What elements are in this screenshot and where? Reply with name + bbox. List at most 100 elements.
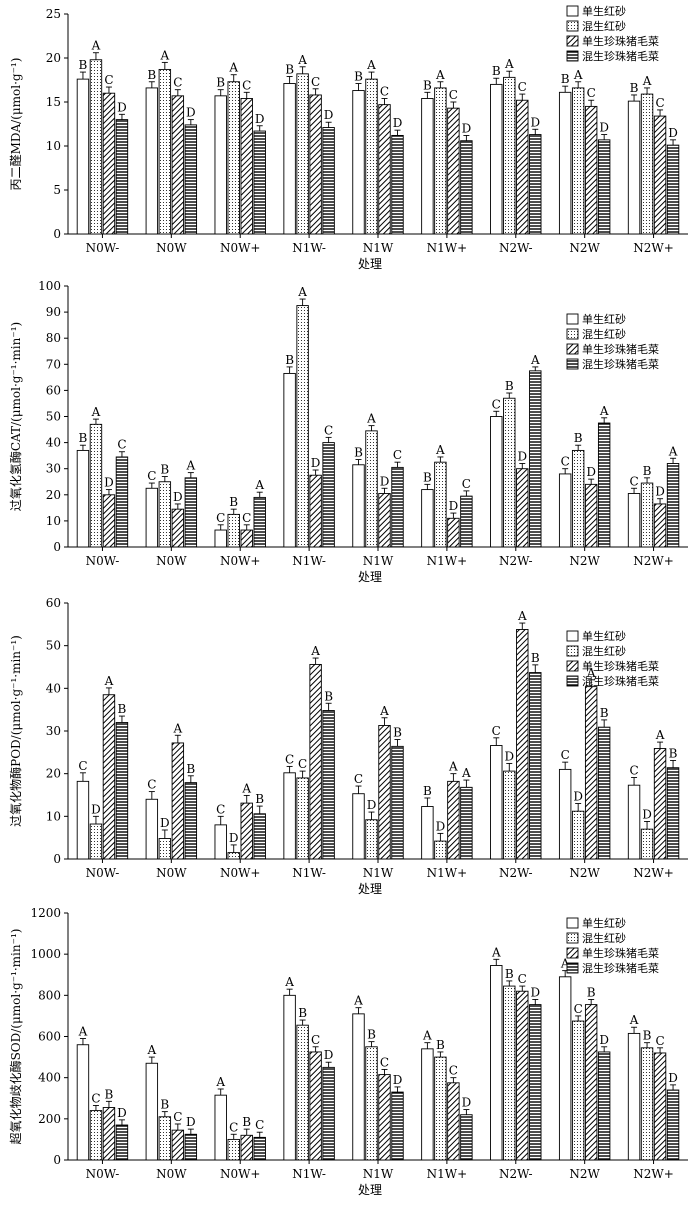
- significance-letter: B: [393, 726, 402, 740]
- x-axis-title: 处理: [358, 882, 382, 896]
- bar: [115, 722, 129, 860]
- bar: [184, 124, 198, 235]
- y-tick-label: 10: [46, 139, 61, 153]
- significance-letter: B: [160, 1098, 169, 1112]
- significance-letter: C: [393, 448, 402, 462]
- bar: [447, 780, 460, 860]
- significance-letter: D: [393, 116, 403, 130]
- significance-letter: D: [186, 106, 196, 120]
- y-tick-label: 1000: [30, 947, 61, 961]
- significance-letter: C: [242, 511, 251, 525]
- legend-swatch: [566, 675, 579, 687]
- bar: [214, 95, 227, 235]
- significance-letter: B: [118, 702, 127, 716]
- y-tick-label: 800: [38, 988, 61, 1002]
- bar: [115, 456, 129, 548]
- y-tick-label: 20: [46, 51, 61, 65]
- legend-label: 单生珍珠猪毛菜: [582, 659, 659, 673]
- significance-letter: D: [668, 1071, 678, 1085]
- significance-letter: D: [380, 474, 390, 488]
- bar: [529, 370, 542, 548]
- y-tick-label: 200: [38, 1112, 61, 1126]
- significance-letter: D: [462, 121, 472, 135]
- y-tick-label: 20: [46, 488, 61, 502]
- bar: [421, 1048, 434, 1161]
- bar: [102, 1107, 116, 1161]
- bar: [434, 461, 447, 548]
- bar: [490, 965, 503, 1161]
- significance-letter: B: [79, 431, 88, 445]
- significance-letter: D: [530, 115, 540, 129]
- chart-panel-2: 0 10 20 30 40 50 60 70 80 90 100 过氧化氢酶CAT/(μmol·g⁻¹…: [8, 279, 688, 584]
- legend-label: 混生红砂: [582, 327, 626, 341]
- bar: [158, 68, 172, 235]
- significance-letter: D: [186, 1115, 196, 1129]
- significance-letter: C: [285, 752, 294, 766]
- significance-letter: B: [423, 470, 432, 484]
- bar: [171, 742, 185, 860]
- bar: [460, 140, 473, 235]
- legend-swatch: [566, 50, 579, 62]
- x-tick-label: N1W-: [292, 1167, 326, 1181]
- significance-letter: A: [284, 975, 294, 989]
- significance-letter: C: [173, 76, 182, 90]
- y-axis-title: 过氧化物酶POD/(μmol·g⁻¹·min⁻¹): [8, 635, 23, 827]
- significance-letter: A: [573, 68, 583, 82]
- significance-letter: A: [379, 704, 389, 718]
- significance-letter: D: [367, 798, 377, 812]
- legend-swatch: [566, 947, 579, 959]
- significance-letter: A: [146, 1043, 156, 1057]
- significance-letter: D: [586, 465, 596, 479]
- bar: [653, 748, 667, 860]
- significance-letter: D: [117, 100, 127, 114]
- bar: [296, 73, 309, 235]
- bar: [322, 127, 335, 235]
- bar: [627, 100, 641, 235]
- legend-label: 单生珍珠猪毛菜: [582, 946, 659, 960]
- significance-letter: B: [255, 792, 264, 806]
- significance-letter: C: [216, 802, 225, 816]
- significance-letter: C: [629, 474, 638, 488]
- bar: [253, 813, 266, 860]
- bar: [490, 416, 503, 548]
- significance-letter: A: [586, 666, 596, 680]
- bar: [253, 1136, 266, 1161]
- significance-letter: A: [185, 459, 195, 473]
- bar: [322, 710, 335, 860]
- significance-letter: C: [324, 423, 333, 437]
- bar: [158, 481, 172, 548]
- legend-label: 混生珍珠猪毛菜: [582, 357, 659, 371]
- bar: [171, 508, 185, 548]
- bar: [597, 1051, 611, 1161]
- bar: [627, 784, 641, 860]
- bar: [503, 76, 516, 235]
- significance-letter: B: [216, 76, 225, 90]
- significance-letter: C: [354, 772, 363, 786]
- significance-letter: A: [491, 945, 501, 959]
- significance-letter: B: [423, 784, 432, 798]
- significance-letter: D: [255, 112, 265, 126]
- significance-letter: C: [492, 724, 501, 738]
- bar: [227, 513, 240, 548]
- significance-letter: B: [367, 1028, 376, 1042]
- bar: [640, 1047, 654, 1161]
- bar: [516, 99, 529, 235]
- bar: [584, 105, 598, 235]
- bar: [184, 477, 198, 548]
- legend-label: 单生红砂: [582, 4, 626, 18]
- legend-label: 混生红砂: [582, 931, 626, 945]
- bar: [145, 87, 159, 235]
- significance-letter: B: [505, 967, 514, 981]
- x-tick-label: N2W-: [499, 1167, 533, 1181]
- significance-letter: B: [229, 495, 238, 509]
- bar: [627, 493, 641, 548]
- bar: [391, 745, 404, 860]
- significance-letter: A: [448, 760, 458, 774]
- significance-letter: D: [104, 476, 114, 490]
- significance-letter: B: [298, 1006, 307, 1020]
- bar: [584, 686, 598, 860]
- x-tick-label: N0W: [156, 554, 187, 568]
- bar: [296, 305, 309, 548]
